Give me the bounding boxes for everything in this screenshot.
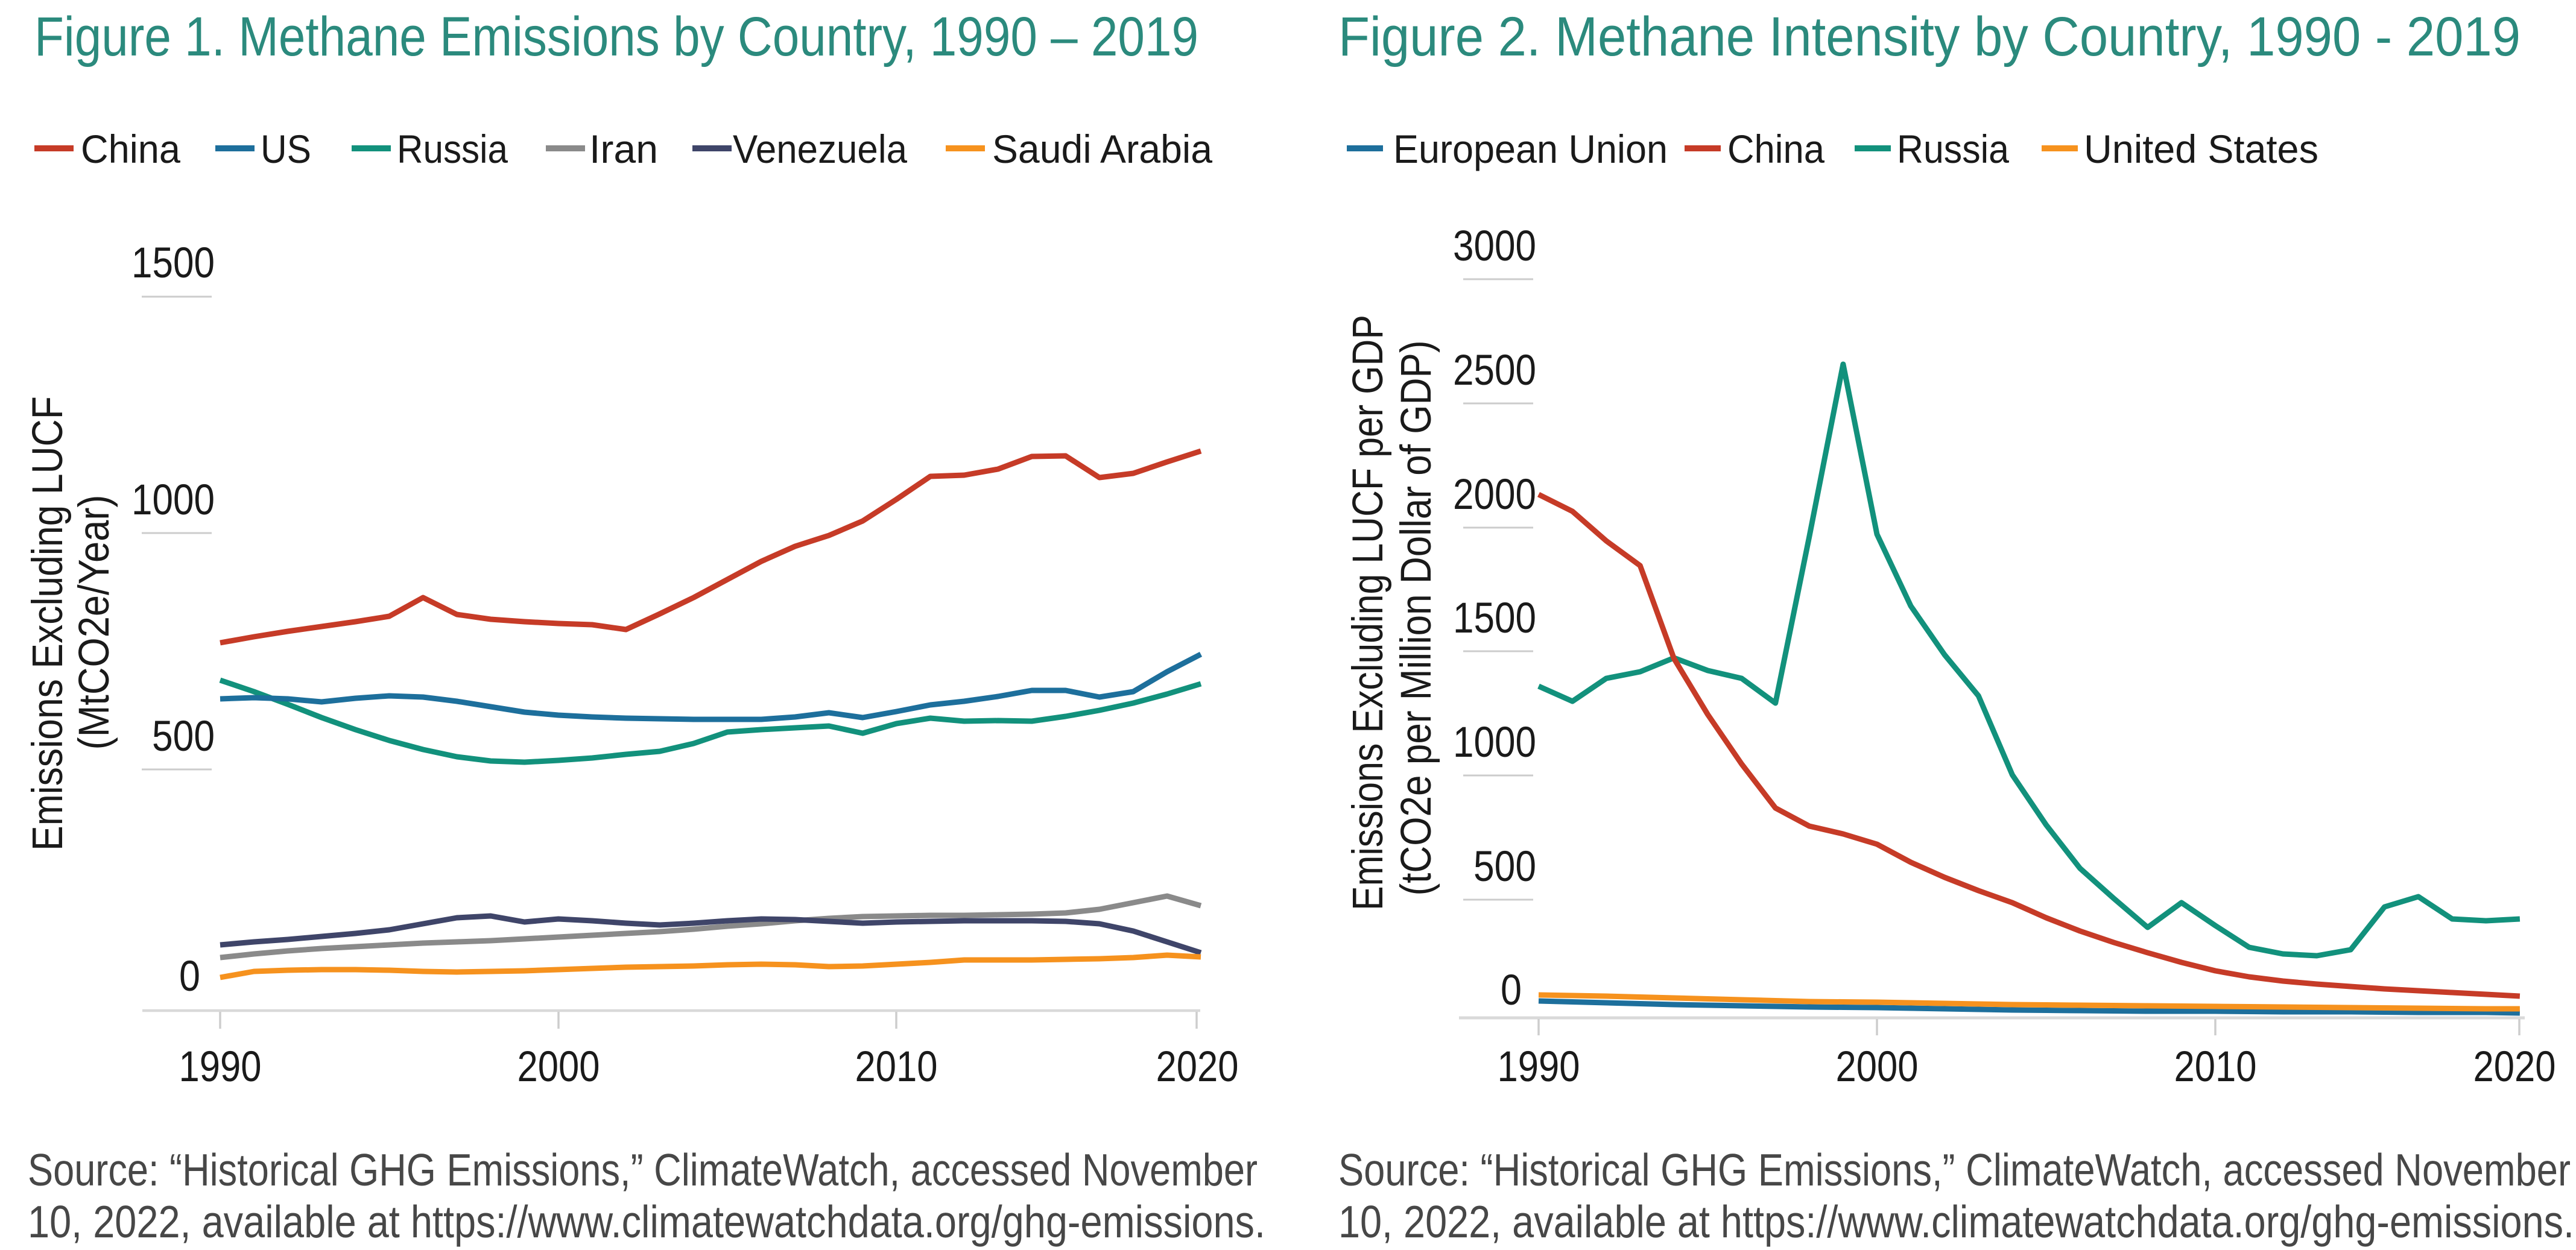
svg-text:3000: 3000 <box>1453 223 1536 270</box>
svg-text:2500: 2500 <box>1453 347 1536 394</box>
svg-text:US: US <box>261 127 311 171</box>
svg-text:Venezuela: Venezuela <box>733 127 907 171</box>
svg-text:Source: “Historical GHG Emissi: Source: “Historical GHG Emissions,” Clim… <box>1338 1144 2571 1195</box>
svg-text:Saudi Arabia: Saudi Arabia <box>992 127 1212 171</box>
svg-text:1000: 1000 <box>1453 719 1536 766</box>
svg-text:2020: 2020 <box>2473 1043 2556 1091</box>
svg-text:(MtCO2e/Year): (MtCO2e/Year) <box>71 495 118 750</box>
svg-text:Emissions Excluding LUCF: Emissions Excluding LUCF <box>24 396 72 851</box>
svg-text:10, 2022, available at https:/: 10, 2022, available at https://www.clima… <box>1338 1196 2574 1247</box>
svg-text:Iran: Iran <box>589 127 658 171</box>
svg-text:2000: 2000 <box>517 1043 600 1091</box>
svg-text:2010: 2010 <box>855 1043 938 1091</box>
svg-text:2000: 2000 <box>1836 1043 1919 1091</box>
svg-text:10, 2022, available at https:/: 10, 2022, available at https://www.clima… <box>28 1196 1265 1247</box>
svg-text:0: 0 <box>1501 967 1522 1014</box>
svg-text:1500: 1500 <box>131 239 215 287</box>
svg-text:2000: 2000 <box>1453 471 1536 519</box>
svg-text:United States: United States <box>2084 127 2318 171</box>
svg-text:1000: 1000 <box>131 476 215 524</box>
svg-text:500: 500 <box>152 713 215 760</box>
svg-text:Russia: Russia <box>1897 127 2009 171</box>
svg-text:1990: 1990 <box>1498 1043 1580 1091</box>
svg-text:Figure 1. Methane Emissions by: Figure 1. Methane Emissions by Country, … <box>34 6 1198 68</box>
svg-text:(tCO2e per Million Dollar of G: (tCO2e per Million Dollar of GDP) <box>1393 341 1440 896</box>
svg-text:1500: 1500 <box>1453 595 1536 642</box>
svg-text:Russia: Russia <box>397 127 508 171</box>
svg-text:Source: “Historical GHG Emissi: Source: “Historical GHG Emissions,” Clim… <box>28 1144 1258 1195</box>
svg-text:Emissions Excluding LUCF per G: Emissions Excluding LUCF per GDP <box>1344 315 1392 911</box>
svg-text:European Union: European Union <box>1393 127 1668 171</box>
svg-text:0: 0 <box>179 953 200 1000</box>
svg-text:China: China <box>81 127 180 171</box>
svg-text:Figure 2. Methane Intensity by: Figure 2. Methane Intensity by Country, … <box>1338 6 2521 68</box>
svg-text:2010: 2010 <box>2174 1043 2257 1091</box>
svg-text:2020: 2020 <box>1156 1043 1239 1091</box>
svg-text:500: 500 <box>1473 843 1536 891</box>
svg-text:China: China <box>1727 127 1824 171</box>
svg-text:1990: 1990 <box>179 1043 262 1091</box>
